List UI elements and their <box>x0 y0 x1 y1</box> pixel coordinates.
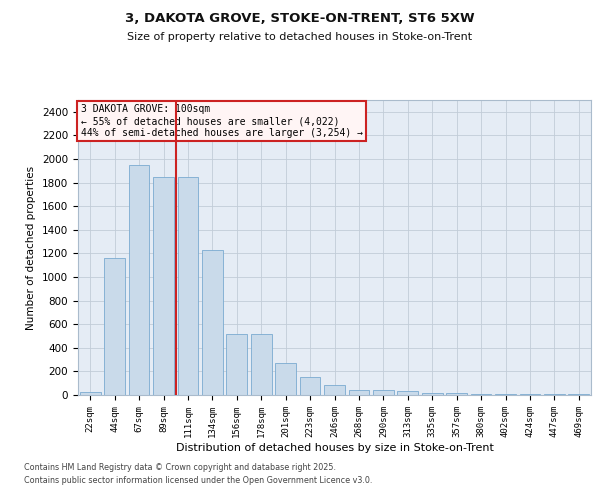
Bar <box>226 334 247 395</box>
Bar <box>544 394 565 395</box>
Bar <box>495 394 516 395</box>
Bar <box>373 390 394 395</box>
Bar <box>178 176 199 395</box>
Bar <box>299 376 320 395</box>
Text: Contains HM Land Registry data © Crown copyright and database right 2025.: Contains HM Land Registry data © Crown c… <box>24 462 336 471</box>
Bar <box>520 394 541 395</box>
Bar <box>446 393 467 395</box>
Text: Size of property relative to detached houses in Stoke-on-Trent: Size of property relative to detached ho… <box>127 32 473 42</box>
Bar <box>251 334 272 395</box>
Bar <box>324 385 345 395</box>
Bar <box>470 394 491 395</box>
Bar <box>104 258 125 395</box>
Text: Contains public sector information licensed under the Open Government Licence v3: Contains public sector information licen… <box>24 476 373 485</box>
Bar <box>275 362 296 395</box>
X-axis label: Distribution of detached houses by size in Stoke-on-Trent: Distribution of detached houses by size … <box>176 442 493 452</box>
Bar <box>202 250 223 395</box>
Y-axis label: Number of detached properties: Number of detached properties <box>26 166 37 330</box>
Bar <box>568 394 589 395</box>
Bar <box>128 165 149 395</box>
Bar <box>153 176 174 395</box>
Bar <box>80 392 101 395</box>
Bar <box>349 390 370 395</box>
Text: 3 DAKOTA GROVE: 100sqm
← 55% of detached houses are smaller (4,022)
44% of semi-: 3 DAKOTA GROVE: 100sqm ← 55% of detached… <box>80 104 362 138</box>
Bar <box>422 392 443 395</box>
Text: 3, DAKOTA GROVE, STOKE-ON-TRENT, ST6 5XW: 3, DAKOTA GROVE, STOKE-ON-TRENT, ST6 5XW <box>125 12 475 26</box>
Bar <box>397 391 418 395</box>
